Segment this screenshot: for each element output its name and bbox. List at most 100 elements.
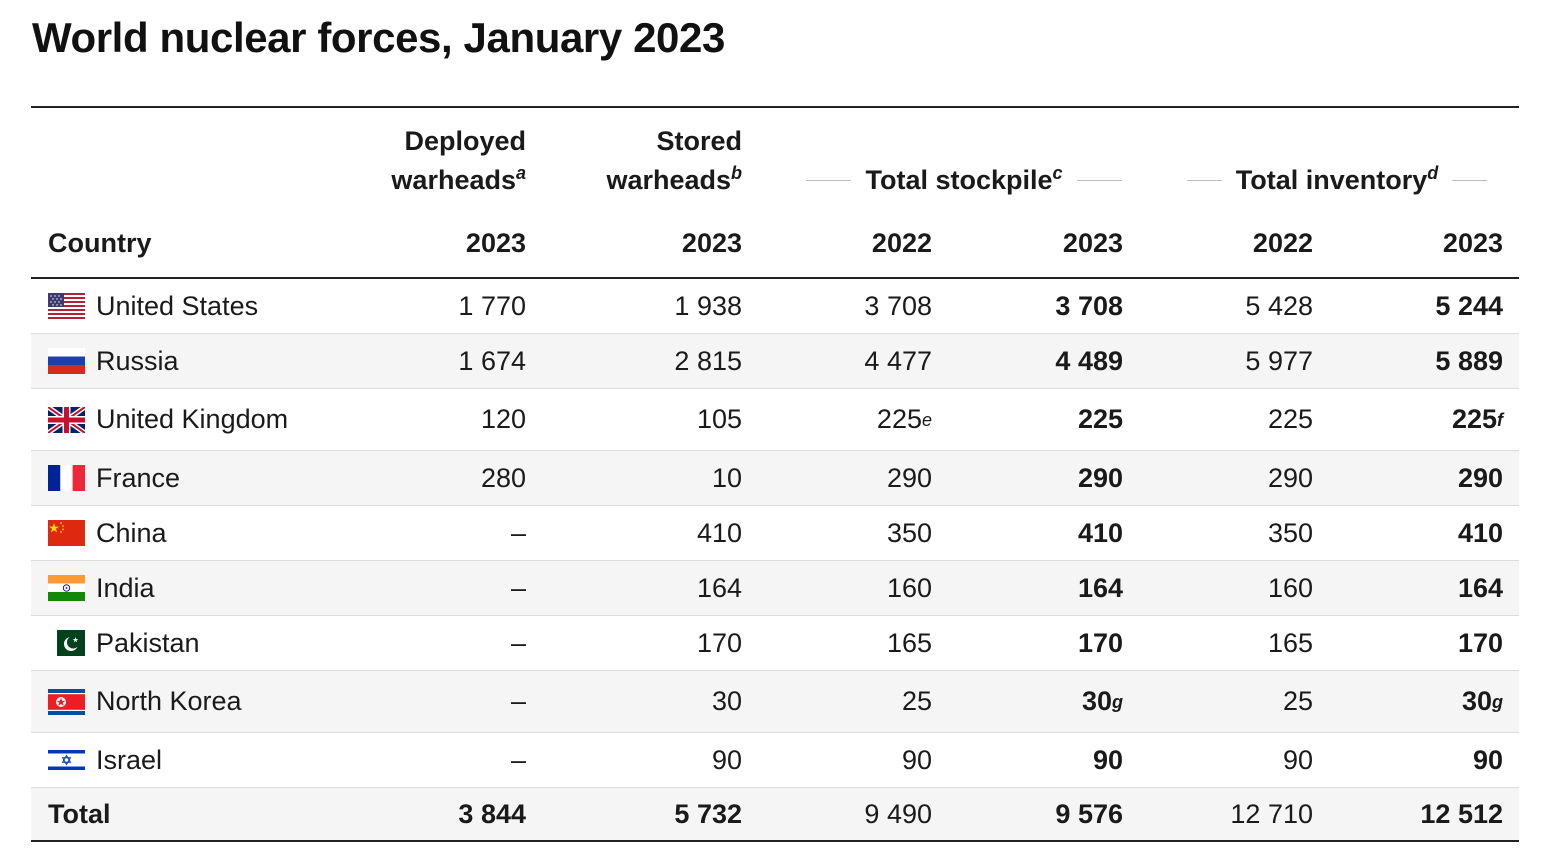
country-cell: Russia	[48, 334, 179, 388]
stored-cell: 410	[696, 517, 742, 548]
stockpile-2022-cell: 3 708	[864, 290, 932, 321]
inventory-2022-cell: 225	[1267, 404, 1313, 434]
inventory-2022-cell: 5 428	[1245, 290, 1313, 321]
india-flag-icon	[48, 575, 85, 601]
stored-year-header: 2023	[681, 228, 742, 258]
total-label: Total	[48, 799, 111, 829]
country-name: United Kingdom	[96, 404, 289, 434]
stockpile-2023-cell: 170	[1077, 627, 1123, 658]
inventory-2023-header: 2023	[1442, 228, 1503, 258]
stockpile-2022-header: 2022	[871, 228, 932, 258]
deployed-cell: –	[510, 686, 526, 716]
inventory-2022-cell: 160	[1267, 572, 1313, 603]
total-row: Total 3 844 5 732 9 490 9 576 12 710 12 …	[31, 788, 1519, 841]
france-flag-icon	[48, 465, 85, 491]
deployed-cell: 120	[480, 404, 526, 434]
pakistan-flag-icon	[48, 630, 85, 656]
table-row: United States 1 770 1 938 3 708 3 708 5 …	[31, 279, 1519, 334]
inventory-2022-cell: 290	[1267, 462, 1313, 493]
country-name: China	[96, 517, 167, 548]
inventory-2023-cell: 170	[1457, 627, 1503, 658]
country-cell: United Kingdom	[48, 389, 288, 450]
stockpile-2022-cell: 290	[886, 462, 932, 493]
country-name: United States	[96, 290, 259, 321]
group-divider	[806, 179, 852, 181]
stockpile-2023-cell: 30 g	[1081, 686, 1123, 716]
stockpile-2022-cell: 25	[901, 686, 932, 716]
inventory-2023-cell: 30 g	[1461, 686, 1503, 716]
table-row: India – 164 160 164 160 164	[31, 561, 1519, 616]
stockpile-2022-total: 9 490	[864, 799, 932, 829]
country-name: India	[96, 572, 155, 603]
inventory-2023-cell: 290	[1457, 462, 1503, 493]
stored-cell: 2 815	[674, 345, 742, 376]
page-title: World nuclear forces, January 2023	[32, 14, 725, 61]
country-name: Pakistan	[96, 627, 200, 658]
deployed-cell: –	[510, 572, 526, 603]
total-inventory-header: Total inventoryd	[1173, 160, 1501, 200]
country-cell: Israel	[48, 733, 162, 787]
china-flag-icon	[48, 520, 85, 546]
nuclear-forces-table: United States 1 770 1 938 3 708 3 708 5 …	[31, 279, 1519, 841]
inventory-2022-cell: 165	[1267, 627, 1313, 658]
country-name: Israel	[96, 744, 163, 775]
deployed-cell: –	[510, 627, 526, 658]
footnote-mark: a	[515, 163, 526, 183]
footnote-mark: b	[731, 163, 742, 183]
footnote-mark: d	[1427, 162, 1439, 183]
stored-warheads-header: Stored warheadsb	[606, 122, 742, 200]
country-cell: China	[48, 506, 167, 560]
uk-flag-icon	[48, 406, 85, 433]
total-inventory-label: Total inventoryd	[1235, 162, 1439, 195]
north-korea-flag-icon	[48, 688, 85, 715]
stockpile-2023-cell: 3 708	[1055, 290, 1123, 321]
inventory-2023-cell: 5 244	[1435, 290, 1503, 321]
deployed-warheads-header: Deployed warheadsa	[391, 122, 526, 200]
country-name: France	[96, 462, 181, 493]
country-cell: India	[48, 561, 155, 615]
country-cell: United States	[48, 279, 258, 333]
deployed-header-line1: Deployed	[404, 126, 526, 156]
inventory-2022-cell: 25	[1282, 686, 1313, 716]
stored-header-line2: warheadsb	[606, 163, 742, 195]
inventory-2023-cell: 90	[1472, 744, 1503, 775]
deployed-cell: –	[510, 517, 526, 548]
group-divider	[1452, 179, 1487, 181]
israel-flag-icon	[48, 747, 85, 773]
stockpile-2022-cell: 165	[886, 627, 932, 658]
inventory-2023-total: 12 512	[1420, 799, 1503, 829]
stockpile-2023-header: 2023	[1062, 228, 1123, 258]
country-name: North Korea	[96, 686, 242, 716]
stockpile-2023-cell: 164	[1077, 572, 1123, 603]
stockpile-2023-total: 9 576	[1055, 799, 1123, 829]
stored-header-line1: Stored	[656, 126, 742, 156]
stored-cell: 170	[696, 627, 742, 658]
group-divider	[1187, 179, 1222, 181]
table-top-rule	[31, 106, 1519, 108]
stockpile-2023-cell: 225	[1077, 404, 1123, 434]
stockpile-2022-cell: 4 477	[864, 345, 932, 376]
inventory-2023-cell: 164	[1457, 572, 1503, 603]
inventory-2022-total: 12 710	[1230, 799, 1313, 829]
inventory-2022-cell: 5 977	[1245, 345, 1313, 376]
country-cell: North Korea	[48, 671, 242, 732]
stockpile-2023-cell: 90	[1092, 744, 1123, 775]
inventory-2022-cell: 350	[1267, 517, 1313, 548]
year-header-row: Country 2023 2023 2022 2023 2022 2023	[31, 224, 1519, 268]
stored-cell: 30	[711, 686, 742, 716]
stockpile-2022-cell: 160	[886, 572, 932, 603]
table-bottom-rule	[31, 840, 1519, 842]
deployed-header-line2: warheadsa	[391, 163, 526, 195]
table-row: North Korea – 30 25 30 g 25 30 g	[31, 671, 1519, 733]
stockpile-2022-cell: 350	[886, 517, 932, 548]
stored-cell: 1 938	[674, 290, 742, 321]
country-column-header: Country	[48, 228, 152, 258]
table-row: Pakistan – 170 165 170 165 170	[31, 616, 1519, 671]
stockpile-2023-cell: 4 489	[1055, 345, 1123, 376]
deployed-cell: 1 674	[458, 345, 526, 376]
table-row: Russia 1 674 2 815 4 477 4 489 5 977 5 8…	[31, 334, 1519, 389]
stored-cell: 105	[696, 404, 742, 434]
deployed-total: 3 844	[458, 799, 526, 829]
inventory-2022-cell: 90	[1282, 744, 1313, 775]
group-divider	[1076, 179, 1122, 181]
